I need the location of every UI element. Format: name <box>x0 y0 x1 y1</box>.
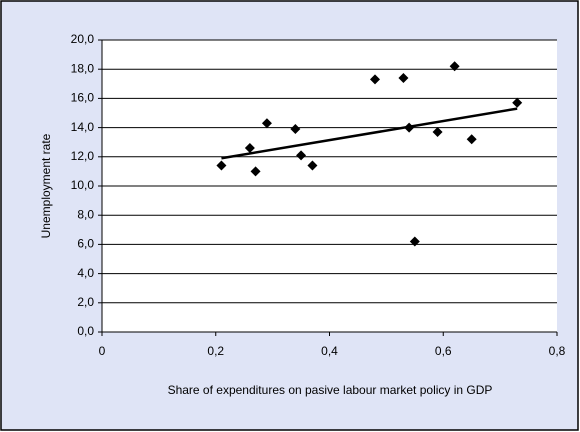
y-tick-label: 6,0 <box>77 237 94 251</box>
data-point <box>370 74 380 85</box>
y-axis-label: Unemployment rate <box>39 133 53 238</box>
y-tick-label: 16,0 <box>71 91 95 105</box>
y-tick-label: 14,0 <box>71 120 95 134</box>
x-tick-label: 0,6 <box>435 344 452 358</box>
y-tick-label: 12,0 <box>71 149 95 163</box>
data-point <box>250 166 261 177</box>
data-point <box>432 126 443 137</box>
data-point <box>449 61 460 72</box>
y-tick-label: 10,0 <box>71 178 95 192</box>
data-point <box>296 150 307 161</box>
data-point <box>466 134 477 145</box>
y-tick-label: 18,0 <box>71 61 95 75</box>
data-point <box>409 236 420 247</box>
trend-line <box>221 107 518 160</box>
y-tick-label: 4,0 <box>77 266 94 280</box>
x-tick-label: 0,8 <box>549 344 566 358</box>
data-point <box>398 72 409 83</box>
y-tick-label: 20,0 <box>71 32 95 46</box>
data-point <box>216 160 227 171</box>
y-tick-label: 0,0 <box>77 324 94 338</box>
x-axis-label: Share of expenditures on pasive labour m… <box>168 383 493 397</box>
x-tick-label: 0,4 <box>321 344 338 358</box>
y-tick-label: 8,0 <box>77 207 94 221</box>
data-point <box>307 160 318 171</box>
data-point <box>261 118 272 129</box>
y-tick-label: 2,0 <box>77 295 94 309</box>
data-point <box>290 124 301 135</box>
x-tick-label: 0,2 <box>207 344 224 358</box>
x-tick-label: 0 <box>99 344 106 358</box>
data-point <box>512 97 523 108</box>
data-point <box>244 143 255 154</box>
